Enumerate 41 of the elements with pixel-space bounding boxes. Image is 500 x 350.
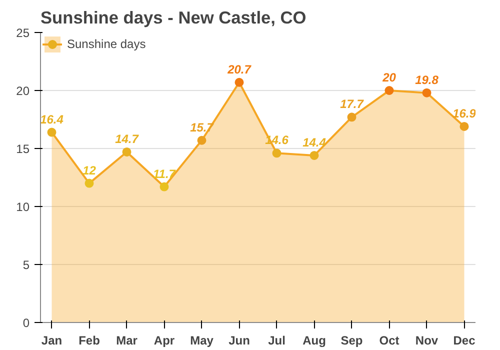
chart-title: Sunshine days - New Castle, CO: [40, 8, 306, 28]
y-tick-label: 0: [22, 316, 30, 330]
point: [422, 88, 432, 98]
point: [160, 182, 169, 192]
point: [384, 86, 394, 95]
x-tick-label: Jul: [268, 334, 286, 348]
data-label: 14.7: [115, 132, 140, 146]
data-label: 14.4: [302, 135, 326, 150]
data-label: 17.7: [340, 97, 365, 112]
point: [272, 148, 282, 158]
point: [197, 136, 206, 145]
data-label: 16.9: [452, 106, 476, 120]
x-tick-label: Sep: [340, 334, 363, 348]
x-tick-label: Jan: [41, 334, 62, 348]
y-tick-label: 5: [22, 258, 30, 272]
y-tick-label: 25: [16, 26, 30, 40]
x-tick-label: Feb: [78, 334, 100, 348]
point: [84, 178, 94, 188]
point: [347, 112, 356, 122]
x-tick-label: Nov: [415, 334, 438, 348]
x-tick-label: Jun: [228, 334, 250, 348]
x-tick-label: Aug: [302, 334, 326, 348]
data-label: 20.7: [226, 62, 252, 76]
point: [460, 122, 469, 131]
legend-label: Sunshine days: [67, 37, 146, 51]
point: [234, 78, 244, 87]
x-tick-label: Dec: [453, 334, 476, 348]
data-label: 19.8: [415, 72, 439, 87]
y-tick-label: 20: [16, 84, 30, 98]
data-label: 12: [82, 163, 96, 178]
x-tick-label: Apr: [154, 334, 175, 348]
point: [122, 147, 132, 156]
point: [310, 150, 319, 160]
y-tick-label: 15: [16, 142, 30, 156]
x-tick-label: May: [190, 334, 214, 348]
data-label: 20: [382, 70, 396, 84]
y-tick-label: 10: [16, 200, 30, 214]
x-tick-label: Oct: [379, 334, 400, 348]
data-label: 16.4: [40, 112, 64, 126]
x-tick-label: Mar: [116, 334, 138, 348]
point: [47, 128, 56, 137]
